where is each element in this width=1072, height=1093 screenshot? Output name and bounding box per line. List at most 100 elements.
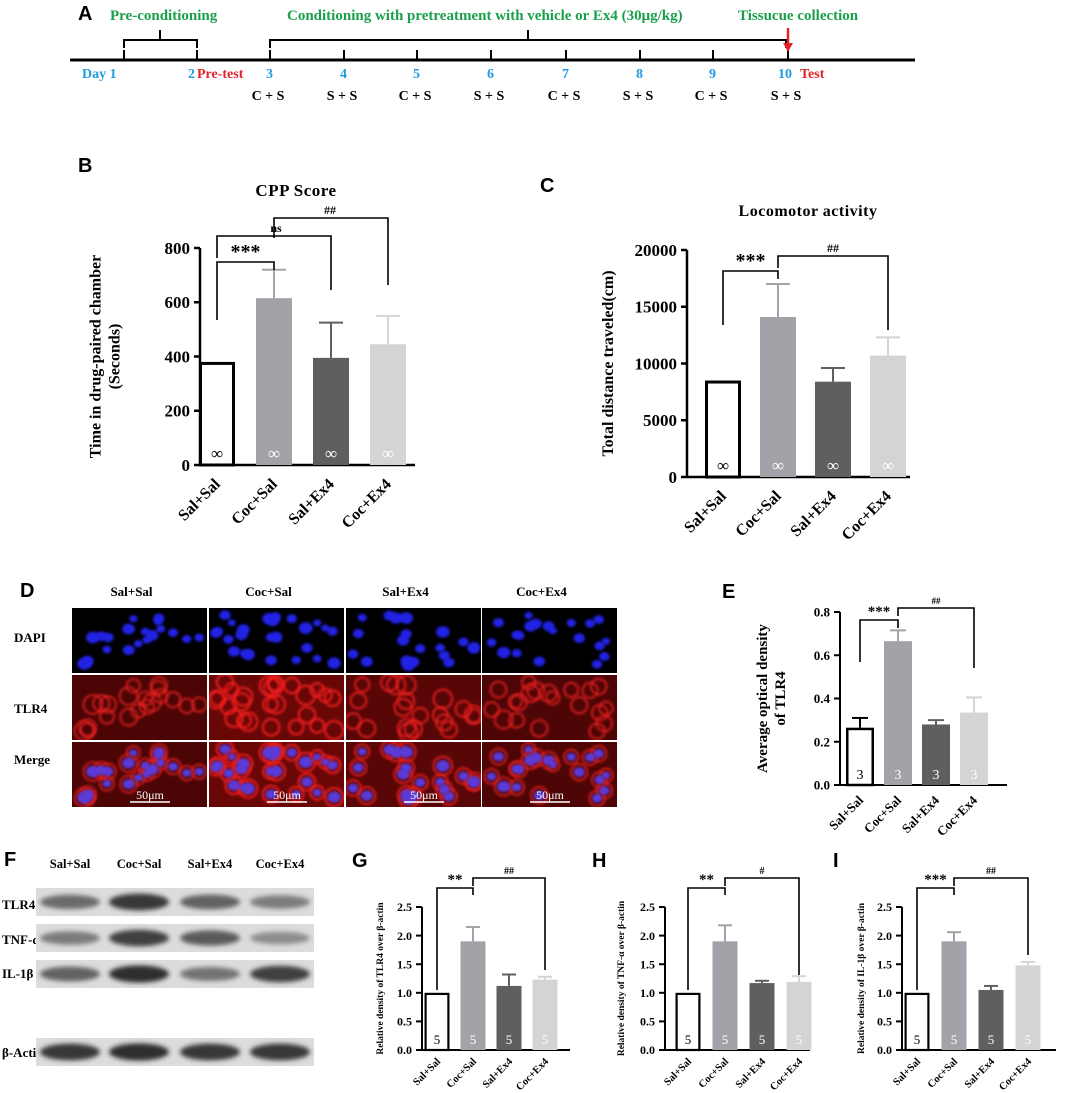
y-tick-label: 2.5 [397,900,412,914]
bar-n-label: ∞ [717,456,729,475]
preconditioning-bracket [123,30,198,48]
conditioning-bracket [269,30,787,48]
bar-n-label: ∞ [382,444,394,463]
pretest-label: Pre-test [197,67,244,82]
tlr4-cell [261,717,281,737]
dapi-nucleus [486,772,497,781]
dapi-nucleus [241,783,255,795]
tlr4-cell [595,714,614,733]
y-tick-label: 20000 [635,241,678,260]
y-tick-label: 0.2 [814,734,830,749]
timeline-day-label: 2 [188,67,195,82]
tlr4-cell [563,681,580,699]
panel-letter-d: D [20,580,34,602]
x-category-label: Sal+Sal [175,475,224,524]
bar-n-label: 5 [1025,1032,1032,1047]
blot-band [250,965,310,983]
panel-letter-f: F [4,849,16,871]
significance-label: ## [504,866,514,877]
tlr4-cell [323,786,344,807]
significance-label: *** [231,241,261,263]
bar-n-label: 5 [506,1032,513,1047]
x-category-label: Sal+Sal [891,1056,923,1088]
tlr4-cell [411,706,430,725]
dapi-nucleus [415,644,426,653]
micro-image-content [346,675,481,740]
tlr4-cell [507,693,524,710]
timeline-condition-label: C + S [695,89,728,104]
bar-coc-ex4 [786,981,812,1050]
dapi-nucleus [438,650,450,661]
tlr4-cell [323,719,344,740]
y-tick-label: 0.4 [814,691,831,706]
micro-image-content: 50μm [72,742,207,807]
significance-bracket [722,270,779,325]
dapi-nucleus [511,631,520,639]
dapi-nucleus [210,762,222,772]
dapi-nucleus [566,753,576,761]
bar-coc-sal [884,641,912,785]
y-tick-label: 0.5 [877,1015,892,1029]
timeline-day-label: 5 [413,67,420,82]
tlr4-cell [590,770,609,789]
tlr4-cell [297,705,317,725]
bar-sal-ex4 [496,985,522,1050]
dapi-nucleus [347,649,359,659]
dapi-nucleus [168,762,179,771]
dapi-nucleus [321,758,330,766]
tlr4-cell [393,697,413,718]
dapi-nucleus [497,647,511,659]
y-axis-label: Average optical density of TLR4 [755,624,789,773]
dapi-nucleus [298,756,313,768]
tlr4-cell [79,721,97,739]
micro-row-label: DAPI [14,630,46,645]
significance-label: ** [448,872,463,888]
dapi-nucleus [327,791,341,803]
significance-label: ## [324,203,336,217]
bar-n-label: 5 [796,1032,803,1047]
x-category-label: Sal+Sal [411,1056,443,1088]
dapi-nucleus [443,791,455,802]
micro-image-content [209,675,344,740]
panel-letter-e: E [722,581,735,603]
significance-bracket [216,261,275,320]
dapi-nucleus [194,767,204,776]
y-tick-label: 0.0 [877,1043,892,1057]
dapi-nucleus [83,793,93,802]
dapi-nucleus [360,656,373,667]
dapi-nucleus [383,744,396,755]
significance-bracket [953,877,1029,955]
bar-sal-ex4 [815,381,851,477]
tlr4-cell [595,781,614,800]
y-tick-label: 0.5 [640,1015,655,1029]
y-axis-label-line: Time in drug-paired chamber [88,255,105,458]
significance-bracket [472,877,546,970]
tlr4-cell [219,697,238,716]
tlr4-cell [317,687,333,703]
micro-column-label: Sal+Ex4 [382,584,429,599]
significance-label: ## [986,866,996,877]
il1b-density-chart: Relative density of IL-1β over β-actin 0.… [857,866,1056,1093]
significance-bracket [897,607,975,668]
y-tick-label: 0.0 [640,1043,655,1057]
dapi-nucleus [291,790,301,799]
tnf-density-chart: Relative density of TNF-α over β-actin 0.… [617,866,812,1093]
bar-n-label: 5 [434,1032,441,1047]
dapi-nucleus [122,757,135,769]
dapi-nucleus [194,633,204,642]
tlr4-cell [530,719,549,738]
timeline-day-label: 3 [266,67,273,82]
significance-bracket [724,877,800,975]
blot-band [40,966,100,982]
dapi-nucleus [227,646,241,657]
tlr4-cell [357,719,377,739]
dapi-nucleus [286,748,297,758]
bar-n-label: ∞ [211,444,223,463]
dapi-nucleus [301,777,313,787]
tlr4-cell [411,773,430,792]
dapi-nucleus [593,615,604,624]
dapi-nucleus [227,753,236,761]
dapi-nucleus [223,768,234,778]
y-tick-label: 2.0 [397,929,412,943]
